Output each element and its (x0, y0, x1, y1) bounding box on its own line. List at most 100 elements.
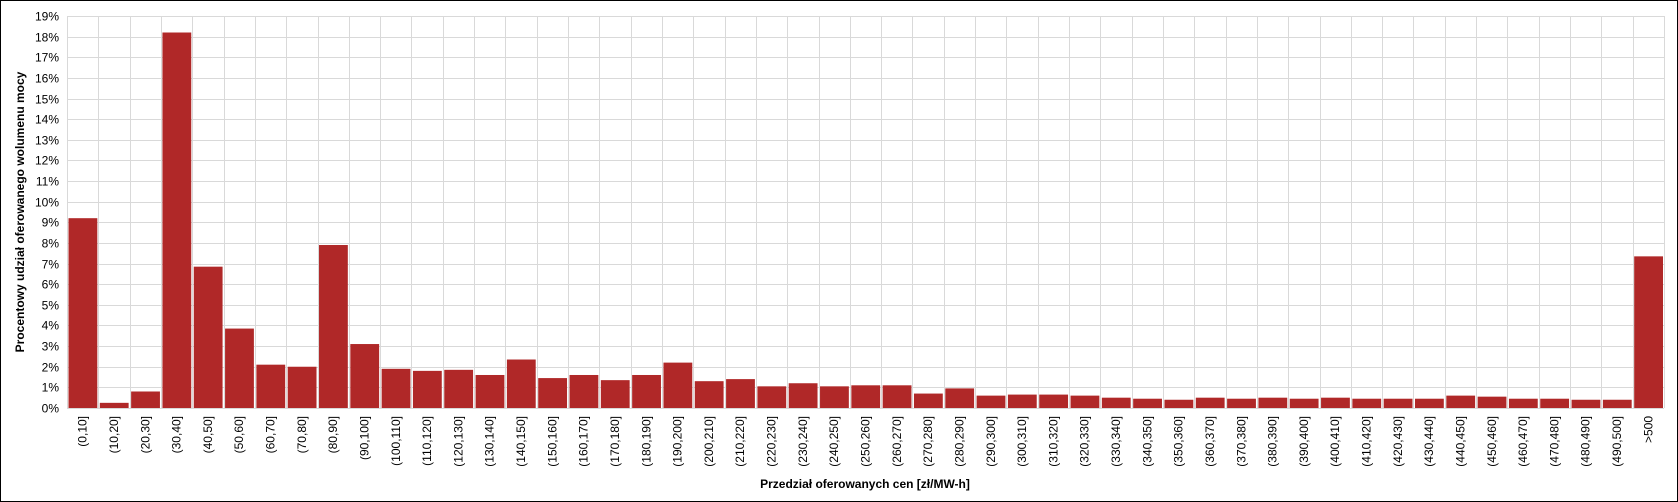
bar (444, 369, 474, 408)
x-tick-label: (460,470] (1516, 416, 1530, 467)
x-tick-label: (340,350] (1140, 416, 1154, 467)
bar (1508, 398, 1538, 408)
y-tick-label: 18% (35, 31, 59, 45)
x-tick-label: (300,310] (1015, 416, 1029, 467)
bar (788, 383, 818, 408)
x-tick-label: (320,330] (1078, 416, 1092, 467)
x-tick-label: (380,390] (1266, 416, 1280, 467)
bar (287, 366, 317, 408)
x-tick-label: >500 (1641, 416, 1655, 443)
x-tick-label: (310,320] (1046, 416, 1060, 467)
bar (1195, 397, 1225, 408)
x-tick-label: (90,100] (357, 416, 371, 460)
y-axis-title: Procentowy udział oferowanego wolumenu m… (13, 71, 27, 352)
bar (538, 378, 568, 408)
bar (1070, 395, 1100, 408)
y-tick-label: 19% (35, 10, 59, 24)
x-tick-label: (360,370] (1203, 416, 1217, 467)
bar (632, 374, 661, 408)
x-tick-label: (490,500] (1610, 416, 1624, 467)
bar (1383, 398, 1413, 408)
bar (193, 266, 223, 408)
bar (882, 385, 912, 408)
x-tick-label: (330,340] (1109, 416, 1123, 467)
x-tick-label: (20,30] (138, 416, 152, 453)
x-tick-label: (140,150] (514, 416, 528, 467)
x-axis-title: Przedział oferowanych cen [zł/MW-h] (760, 477, 970, 491)
x-tick-label: (130,140] (483, 416, 497, 467)
bar (475, 374, 505, 408)
x-tick-label: (200,210] (702, 416, 716, 467)
bar (1258, 397, 1288, 408)
bar (663, 362, 693, 408)
x-tick-label: (160,170] (577, 416, 591, 467)
bar (1101, 397, 1131, 408)
y-tick-label: 11% (36, 175, 59, 189)
x-tick-label: (230,240] (796, 416, 810, 467)
bar (68, 218, 98, 408)
bar (99, 402, 129, 408)
y-tick-label: 14% (35, 113, 59, 127)
y-tick-label: 5% (42, 299, 60, 313)
y-tick-label: 15% (35, 93, 59, 107)
x-tick-label: (80,90] (326, 416, 340, 453)
x-tick-label: (350,360] (1172, 416, 1186, 467)
y-tick-label: 17% (35, 51, 59, 65)
bar (1321, 397, 1350, 408)
x-tick-label: (110,120] (420, 416, 434, 466)
x-tick-label: (420,430] (1391, 416, 1405, 467)
bar (1352, 398, 1382, 408)
bar (1039, 394, 1069, 408)
x-tick-label: (40,50] (201, 416, 215, 453)
bar (694, 381, 724, 408)
bar (1477, 396, 1507, 408)
bar (1227, 398, 1256, 408)
bar (1414, 398, 1444, 408)
bar (162, 32, 192, 409)
y-tick-label: 7% (42, 258, 60, 272)
y-tick-label: 12% (35, 154, 59, 168)
y-tick-label: 10% (35, 196, 59, 210)
bar (569, 374, 599, 408)
x-tick-label: (190,200] (671, 416, 685, 467)
bar (412, 370, 442, 408)
x-tick-label: (150,160] (545, 416, 559, 467)
x-tick-label: (440,450] (1453, 416, 1467, 467)
x-tick-label: (480,490] (1579, 416, 1593, 467)
y-tick-label: 13% (35, 134, 59, 148)
x-tick-label: (50,60] (232, 416, 246, 453)
bar (1446, 395, 1476, 408)
bar (1007, 394, 1037, 408)
x-tick-labels: (0,10] (10,20] (20,30] (30,40] (40,50] (50,60… (76, 416, 1656, 467)
x-tick-label: (60,70] (264, 416, 278, 453)
x-tick-label: (390,400] (1297, 416, 1311, 467)
x-tick-label: (0,10] (76, 416, 90, 447)
bar (131, 391, 160, 408)
bar (851, 385, 881, 408)
x-tick-label: (290,300] (984, 416, 998, 467)
bar (726, 379, 755, 408)
x-tick-label: (170,180] (608, 416, 622, 467)
x-tick-label: (70,80] (295, 416, 309, 453)
bar (1289, 398, 1319, 408)
x-tick-label: (30,40] (170, 416, 184, 453)
x-tick-label: (270,280] (921, 416, 935, 467)
y-tick-label: 16% (35, 72, 59, 86)
x-tick-label: (450,460] (1485, 416, 1499, 467)
y-tick-label: 3% (42, 340, 60, 354)
x-tick-label: (430,440] (1422, 416, 1436, 467)
bar (381, 368, 411, 408)
bar (757, 386, 787, 408)
bar (976, 395, 1006, 408)
y-tick-label: 1% (42, 381, 60, 395)
x-tick-label: (470,480] (1547, 416, 1561, 467)
bar (913, 393, 943, 408)
x-tick-label: (210,220] (733, 416, 747, 467)
x-tick-label: (410,420] (1360, 416, 1374, 467)
x-tick-label: (400,410] (1328, 416, 1342, 467)
x-tick-label: (240,250] (827, 416, 841, 467)
x-tick-label: (220,230] (765, 416, 779, 467)
x-tick-label: (100,110] (389, 416, 403, 466)
y-tick-label: 9% (42, 216, 60, 230)
